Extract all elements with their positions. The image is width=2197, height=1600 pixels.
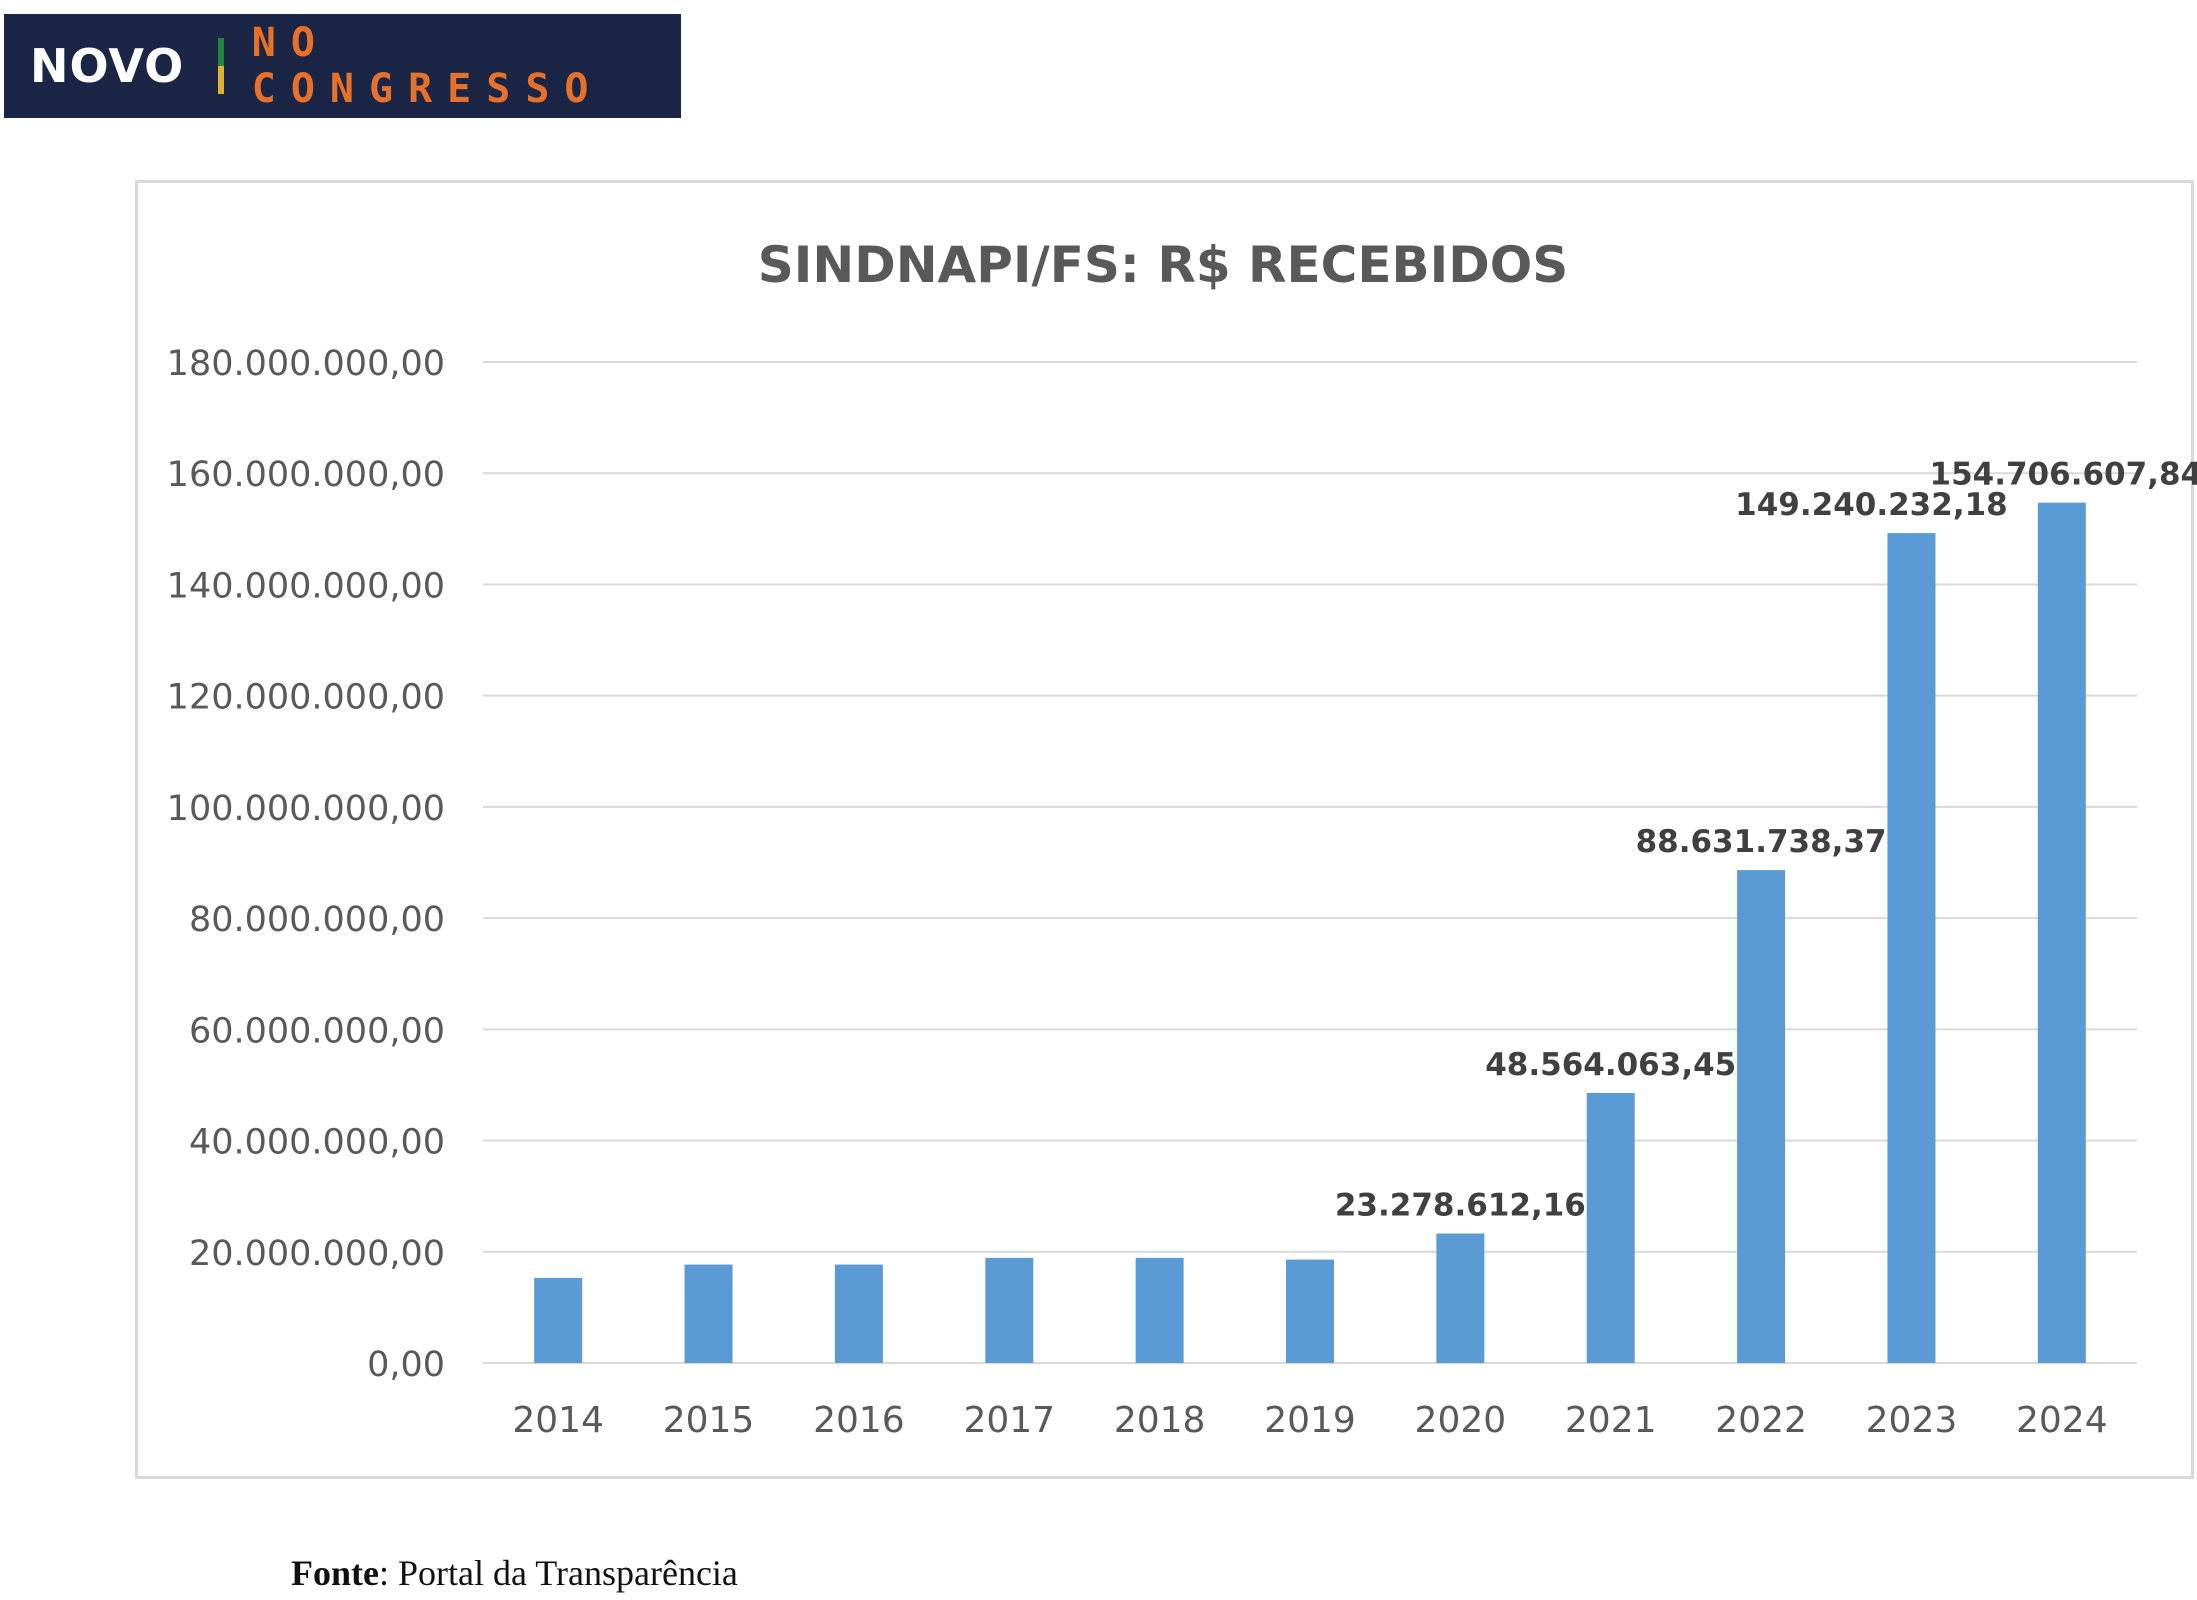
bar-2019	[1286, 1259, 1334, 1363]
bar-2020	[1436, 1233, 1485, 1363]
x-tick-label: 2019	[1264, 1400, 1356, 1441]
bar-2018	[1135, 1257, 1184, 1363]
logo-divider	[218, 38, 224, 94]
bar-2024	[2037, 502, 2086, 1363]
x-tick-label: 2014	[512, 1400, 604, 1441]
y-tick-label: 180.000.000,00	[167, 344, 445, 384]
x-tick-label: 2021	[1565, 1400, 1657, 1441]
y-tick-label: 20.000.000,00	[189, 1234, 445, 1274]
x-tick-label: 2018	[1114, 1400, 1206, 1441]
data-label: 23.278.612,16	[1335, 1188, 1586, 1224]
y-tick-label: 160.000.000,00	[167, 455, 445, 495]
bar-2014	[534, 1277, 583, 1363]
x-tick-label: 2022	[1715, 1400, 1807, 1441]
logo-tagline: NO CONGRESSO	[251, 20, 604, 112]
bar-2023	[1887, 533, 1936, 1363]
bar-2017	[985, 1257, 1034, 1363]
data-label: 149.240.232,18	[1735, 487, 2008, 523]
y-tick-label: 100.000.000,00	[167, 789, 445, 829]
y-tick-label: 40.000.000,00	[189, 1123, 445, 1163]
x-tick-label: 2020	[1415, 1400, 1507, 1441]
y-tick-label: 120.000.000,00	[167, 678, 445, 718]
x-tick-label: 2023	[1866, 1400, 1958, 1441]
data-label: 88.631.738,37	[1636, 824, 1887, 860]
x-tick-label: 2016	[813, 1400, 905, 1441]
logo-brand: NOVO	[30, 39, 185, 93]
x-tick-label: 2017	[963, 1400, 1055, 1441]
source-text: : Portal da Transparência	[378, 1553, 738, 1593]
source-note: Fonte: Portal da Transparência	[291, 1552, 738, 1594]
y-tick-label: 140.000.000,00	[167, 566, 445, 606]
logo-banner: NOVO NO CONGRESSO	[4, 14, 681, 118]
chart-frame	[135, 180, 2194, 1479]
x-tick-label: 2015	[663, 1400, 755, 1441]
x-tick-label: 2024	[2016, 1400, 2108, 1441]
chart-title: SINDNAPI/FS: R$ RECEBIDOS	[758, 236, 1569, 294]
source-label: Fonte	[291, 1553, 379, 1593]
data-label: 48.564.063,45	[1485, 1047, 1736, 1083]
y-tick-label: 80.000.000,00	[189, 900, 445, 940]
bar-2016	[834, 1264, 883, 1363]
data-label: 154.706.607,84	[1930, 457, 2197, 493]
bar-2015	[684, 1264, 733, 1363]
bar-2022	[1737, 870, 1786, 1363]
y-tick-label: 0,00	[367, 1345, 445, 1385]
bar-2021	[1586, 1092, 1635, 1363]
y-tick-label: 60.000.000,00	[189, 1011, 445, 1051]
